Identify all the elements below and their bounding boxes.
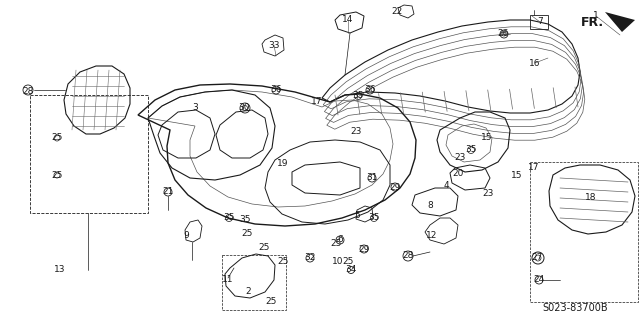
Text: S023-83700B: S023-83700B xyxy=(542,303,608,313)
Bar xyxy=(222,255,286,310)
Text: 35: 35 xyxy=(465,145,477,154)
Text: 27: 27 xyxy=(531,254,543,263)
Text: 25: 25 xyxy=(259,242,269,251)
Text: 29: 29 xyxy=(389,182,401,191)
Text: 15: 15 xyxy=(481,132,493,142)
Text: 25: 25 xyxy=(51,133,63,143)
Text: 32: 32 xyxy=(304,254,316,263)
Text: FR.: FR. xyxy=(580,17,604,29)
Text: 23: 23 xyxy=(454,152,466,161)
Text: 11: 11 xyxy=(222,276,234,285)
Text: 13: 13 xyxy=(54,265,66,275)
Bar xyxy=(30,95,148,213)
Text: 12: 12 xyxy=(426,232,438,241)
Text: 9: 9 xyxy=(183,232,189,241)
Text: 2: 2 xyxy=(245,286,251,295)
Text: 21: 21 xyxy=(163,188,173,197)
Text: 28: 28 xyxy=(22,86,34,95)
Text: 20: 20 xyxy=(452,169,464,179)
Text: 23: 23 xyxy=(350,127,362,136)
Bar xyxy=(530,162,638,302)
Text: 25: 25 xyxy=(266,298,276,307)
Text: 18: 18 xyxy=(585,192,596,202)
Text: 30: 30 xyxy=(238,102,250,112)
Text: 23: 23 xyxy=(483,189,493,197)
Text: 35: 35 xyxy=(352,92,364,100)
Text: 15: 15 xyxy=(511,170,523,180)
Text: 6: 6 xyxy=(337,235,343,244)
Text: 26: 26 xyxy=(497,29,509,39)
Text: 17: 17 xyxy=(311,98,323,107)
Text: 36: 36 xyxy=(364,85,376,93)
Text: 4: 4 xyxy=(443,182,449,190)
Text: 25: 25 xyxy=(277,257,289,266)
Text: 19: 19 xyxy=(277,160,289,168)
Text: 36: 36 xyxy=(270,85,282,93)
Polygon shape xyxy=(605,12,635,32)
Text: 35: 35 xyxy=(368,213,380,222)
Text: 25: 25 xyxy=(51,170,63,180)
Text: 31: 31 xyxy=(366,174,378,182)
Text: 8: 8 xyxy=(427,201,433,210)
Text: 34: 34 xyxy=(346,265,356,275)
Text: 17: 17 xyxy=(528,162,540,172)
Text: 22: 22 xyxy=(392,6,403,16)
Text: 16: 16 xyxy=(529,58,541,68)
Text: 35: 35 xyxy=(223,213,235,222)
Text: 35: 35 xyxy=(239,216,251,225)
Text: 7: 7 xyxy=(537,18,543,26)
Text: 29: 29 xyxy=(358,244,370,254)
Text: 10: 10 xyxy=(332,256,344,265)
Text: 25: 25 xyxy=(241,228,253,238)
Text: 25: 25 xyxy=(330,240,342,249)
Text: 3: 3 xyxy=(192,102,198,112)
Text: 24: 24 xyxy=(533,276,545,285)
Text: 28: 28 xyxy=(403,251,413,261)
Bar xyxy=(530,15,548,29)
Text: 25: 25 xyxy=(342,256,354,265)
Text: 1: 1 xyxy=(593,11,599,20)
Text: 5: 5 xyxy=(354,211,360,219)
Text: 14: 14 xyxy=(342,16,354,25)
Text: 33: 33 xyxy=(268,41,280,49)
